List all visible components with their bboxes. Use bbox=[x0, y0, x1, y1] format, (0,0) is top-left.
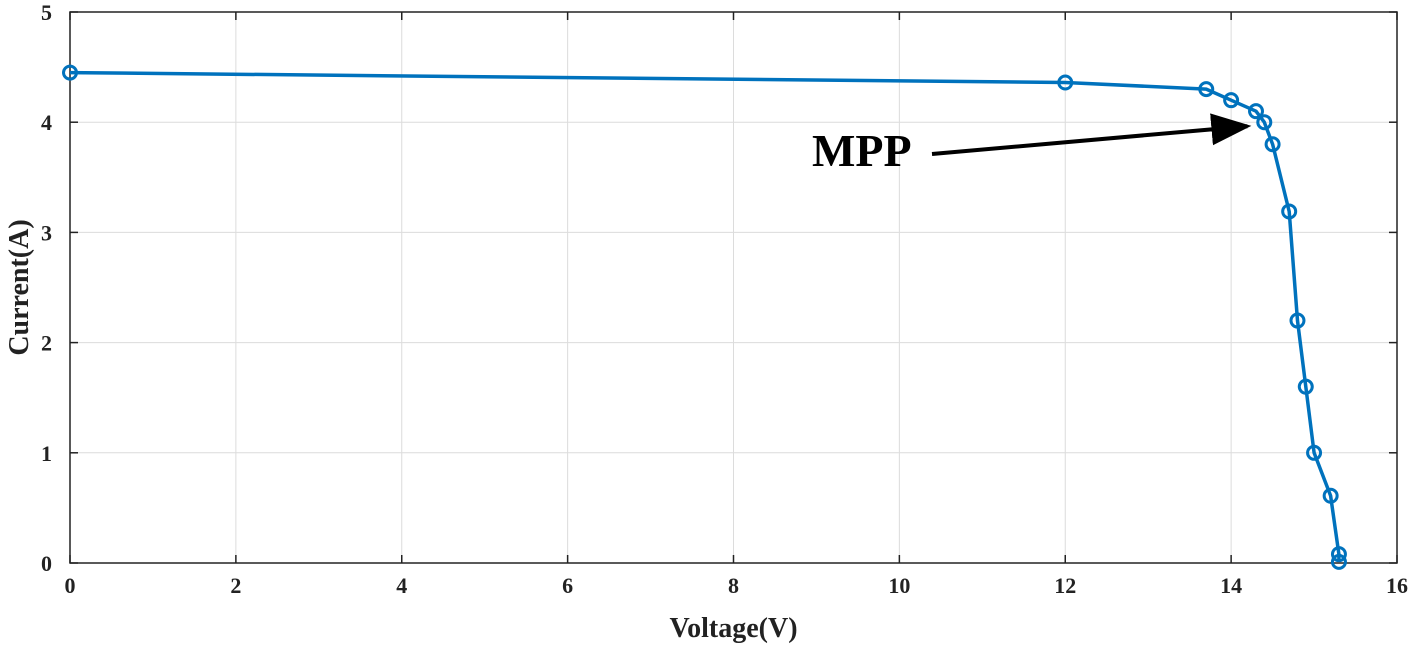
data-point-marker bbox=[1322, 487, 1339, 504]
x-tick-label: 10 bbox=[888, 573, 910, 598]
data-point-marker bbox=[1306, 444, 1323, 461]
mpp-annotation-label: MPP bbox=[812, 125, 912, 176]
x-axis-label: Voltage(V) bbox=[669, 613, 797, 644]
y-tick-label: 4 bbox=[41, 110, 52, 135]
x-tick-label: 2 bbox=[230, 573, 241, 598]
x-axis-ticks: 0 2 4 6 8 10 12 14 16 bbox=[65, 12, 1408, 598]
x-tick-label: 14 bbox=[1220, 573, 1242, 598]
y-tick-label: 2 bbox=[41, 331, 52, 356]
data-point-marker bbox=[1223, 92, 1240, 109]
data-point-marker bbox=[62, 64, 78, 81]
data-point-marker bbox=[1297, 378, 1314, 395]
x-tick-label: 8 bbox=[728, 573, 739, 598]
data-point-marker bbox=[1264, 136, 1281, 153]
data-point-marker bbox=[1198, 81, 1215, 98]
grid-lines bbox=[69, 11, 1398, 564]
x-tick-label: 0 bbox=[65, 573, 76, 598]
data-point-marker bbox=[1281, 203, 1298, 220]
x-tick-label: 4 bbox=[396, 573, 407, 598]
y-tick-label: 3 bbox=[41, 220, 52, 245]
x-tick-label: 6 bbox=[562, 573, 573, 598]
series-group bbox=[62, 64, 1347, 570]
y-tick-label: 1 bbox=[41, 441, 52, 466]
y-axis-ticks: 0 1 2 3 4 5 bbox=[41, 0, 1397, 576]
data-point-marker bbox=[1248, 103, 1265, 120]
y-tick-label: 5 bbox=[41, 0, 52, 25]
data-point-marker bbox=[1256, 114, 1273, 131]
data-point-marker bbox=[1057, 74, 1074, 91]
y-tick-label: 0 bbox=[41, 551, 52, 576]
x-tick-label: 12 bbox=[1054, 573, 1076, 598]
data-point-marker bbox=[1289, 312, 1306, 329]
x-tick-label: 16 bbox=[1386, 573, 1408, 598]
y-axis-label: Current(A) bbox=[4, 219, 35, 355]
data-point-marker bbox=[1330, 546, 1347, 563]
series-line bbox=[69, 70, 1341, 562]
data-point-marker bbox=[1330, 553, 1347, 570]
annotation-group: MPP bbox=[812, 113, 1252, 176]
mpp-annotation-arrow bbox=[931, 113, 1252, 156]
